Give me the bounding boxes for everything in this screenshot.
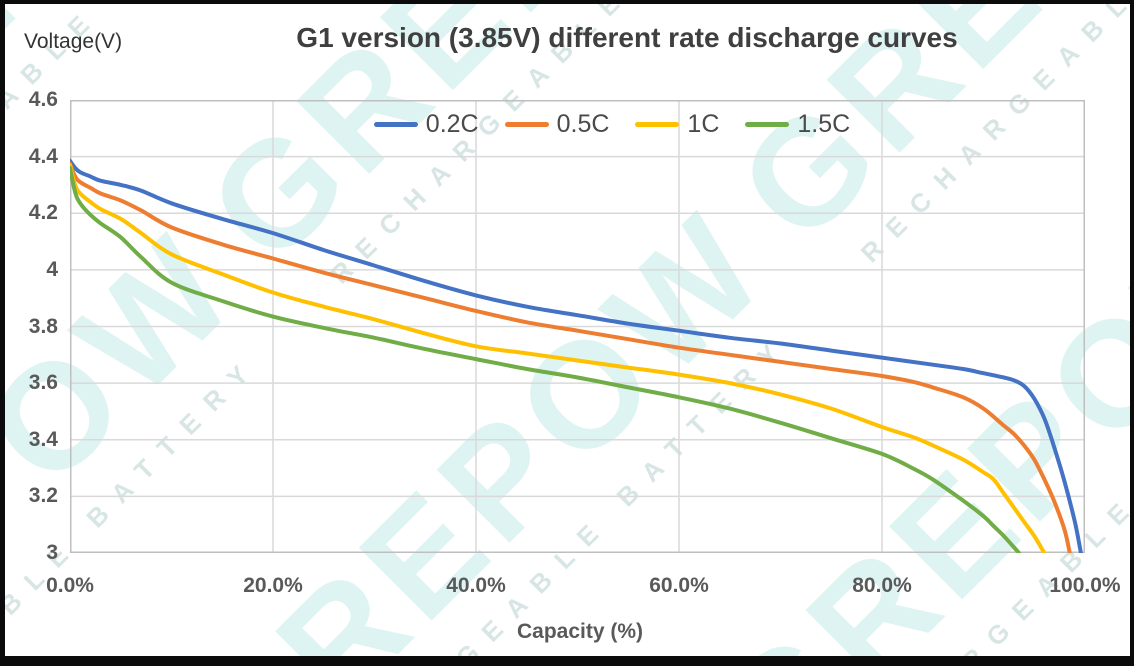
legend-label-1C: 1C: [687, 110, 720, 138]
x-axis-title: Capacity (%): [516, 620, 644, 643]
legend-label-0.2C: 0.2C: [425, 110, 479, 138]
x-tick-0.0%: 0.0%: [46, 574, 94, 597]
chart-title: G1 version (3.85V) different rate discha…: [296, 22, 958, 53]
curves-svg: [70, 100, 1085, 553]
legend-label-0.5C: 0.5C: [556, 110, 610, 138]
legend-item-1C: 1C: [635, 112, 719, 137]
y-tick-4: 4: [46, 257, 58, 281]
y-tick-3.4: 3.4: [28, 427, 58, 451]
legend-swatch-0.5C: [504, 122, 549, 127]
curve-1.5C: [70, 165, 1021, 553]
x-tick-100.0%: 100.0%: [1049, 574, 1121, 597]
legend: 0.2C 0.5C 1C 1.5C: [70, 112, 1085, 137]
x-tick-60.0%: 60.0%: [649, 574, 709, 597]
curve-0.5C: [70, 161, 1072, 553]
x-tick-40.0%: 40.0%: [446, 574, 506, 597]
plot-border: [70, 100, 1085, 553]
y-tick-4.2: 4.2: [28, 201, 58, 225]
legend-item-0.2C: 0.2C: [373, 110, 479, 138]
curve-0.2C: [70, 158, 1083, 553]
legend-swatch-0.2C: [373, 122, 418, 127]
legend-swatch-1C: [635, 122, 680, 127]
y-tick-3.6: 3.6: [28, 371, 58, 395]
y-tick-4.6: 4.6: [28, 88, 58, 111]
y-tick-3.8: 3.8: [28, 314, 58, 338]
y-tick-3: 3: [46, 541, 58, 564]
legend-swatch-1.5C: [745, 122, 790, 127]
curve-1C: [70, 163, 1047, 553]
plot-area: 0.2C 0.5C 1C 1.5C: [70, 100, 1085, 553]
y-tick-4.4: 4.4: [28, 144, 58, 168]
legend-item-0.5C: 0.5C: [504, 110, 610, 138]
x-tick-20.0%: 20.0%: [243, 574, 303, 597]
legend-label-1.5C: 1.5C: [797, 110, 851, 138]
x-tick-80.0%: 80.0%: [852, 574, 912, 597]
legend-item-1.5C: 1.5C: [745, 112, 850, 137]
y-tick-3.2: 3.2: [28, 484, 58, 508]
y-axis-title: Voltage(V): [24, 30, 123, 53]
